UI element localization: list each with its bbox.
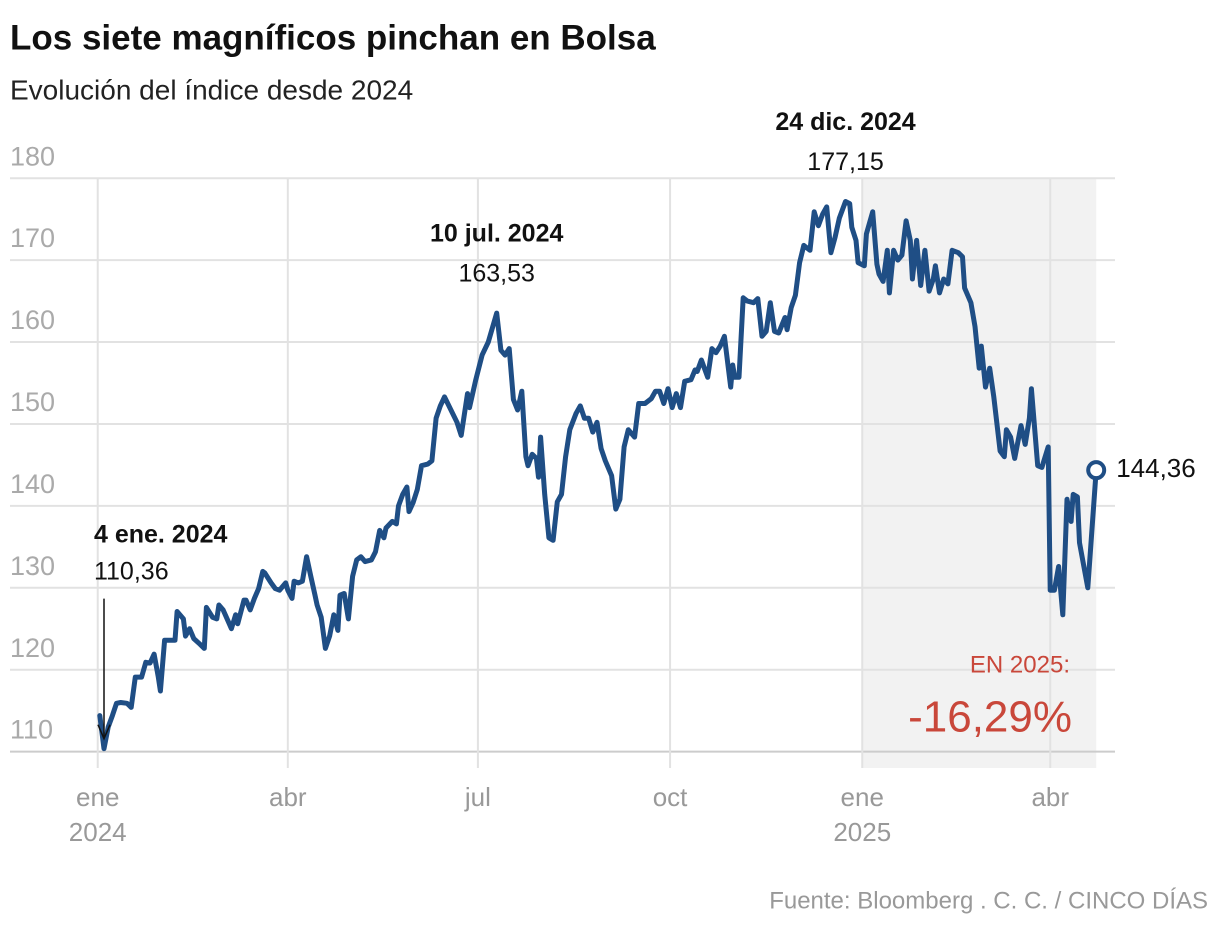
ytd-label: EN 2025: [970,651,1070,678]
ytd-value: -16,29% [908,693,1072,742]
annotation-date: 4 ene. 2024 [94,520,228,548]
annotation-value: 144,36 [1116,453,1196,483]
x-tick-label: abr [1031,782,1069,812]
y-tick-label: 170 [10,223,55,253]
y-tick-label: 120 [10,633,55,663]
end-marker [1086,460,1107,481]
y-tick-label: 110 [10,715,53,745]
y-tick-label: 150 [10,387,55,417]
annotation-value: 163,53 [458,260,534,288]
y-tick-label: 140 [10,469,55,499]
x-tick-year: 2024 [69,817,127,847]
source: Fuente: Bloomberg . C. C. / CINCO DÍAS [769,887,1208,914]
chart-title: Los siete magníficos pinchan en Bolsa [10,18,656,57]
y-tick-label: 130 [10,551,55,581]
annotation-date: 10 jul. 2024 [430,220,564,248]
annotation-value: 177,15 [807,148,883,176]
y-tick-label: 160 [10,305,55,335]
annotation-date: 24 dic. 2024 [775,108,915,136]
x-tick-label: jul [464,782,491,812]
x-tick-label: oct [653,782,688,812]
highlight-band [862,178,1097,769]
x-tick-year: 2025 [833,817,891,847]
x-tick-label: abr [269,782,307,812]
x-tick-label: ene [841,782,884,812]
annotation-value: 110,36 [94,557,169,585]
line-series [97,199,1099,752]
y-tick-label: 180 [10,141,55,171]
chart-subtitle: Evolución del índice desde 2024 [10,74,413,105]
x-tick-label: ene [76,782,119,812]
annotation-arrowhead [97,724,111,741]
